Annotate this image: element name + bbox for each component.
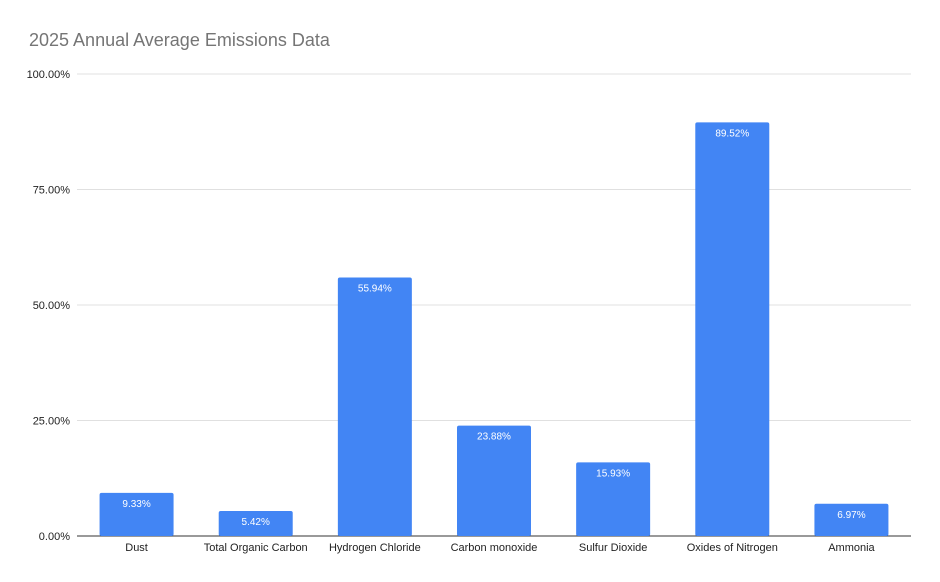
bar	[337, 277, 412, 536]
bars	[99, 122, 889, 536]
x-tick-label: Dust	[125, 542, 148, 554]
x-tick-label: Total Organic Carbon	[204, 542, 308, 554]
y-tick-label: 25.00%	[33, 416, 71, 428]
x-tick-label: Carbon monoxide	[451, 542, 538, 554]
y-tick-label: 0.00%	[39, 531, 70, 543]
x-tick-label: Sulfur Dioxide	[579, 542, 647, 554]
bar-data-label: 15.93%	[596, 468, 630, 479]
x-axis-ticks: Dust Total Organic Carbon Hydrogen Chlorid…	[125, 542, 875, 554]
y-axis-ticks: 0.00% 25.00% 50.00% 75.00% 100.00%	[27, 69, 71, 543]
bar	[99, 492, 174, 536]
x-tick-label: Oxides of Nitrogen	[687, 542, 778, 554]
bar-data-label: 5.42%	[242, 517, 270, 528]
y-tick-label: 50.00%	[33, 300, 71, 312]
y-tick-label: 75.00%	[33, 185, 71, 197]
chart-title: 2025 Annual Average Emissions Data	[29, 30, 331, 50]
y-tick-label: 100.00%	[27, 69, 71, 81]
bar-data-label: 89.52%	[715, 128, 749, 139]
bar-data-label: 55.94%	[358, 284, 392, 295]
x-tick-label: Hydrogen Chloride	[329, 542, 421, 554]
bar	[695, 122, 770, 536]
bar	[457, 425, 531, 536]
bar-data-label: 9.33%	[122, 499, 150, 510]
x-tick-label: Ammonia	[828, 542, 875, 554]
bar	[814, 503, 889, 536]
gridlines	[77, 73, 911, 537]
bar-data-label: 6.97%	[837, 510, 865, 521]
bar	[576, 462, 651, 536]
bar-data-label: 23.88%	[477, 432, 511, 443]
bar-data-labels: 9.33% 5.42% 55.94% 23.88% 15.93% 89.52% 6.97%	[122, 128, 865, 528]
bar	[218, 510, 293, 536]
